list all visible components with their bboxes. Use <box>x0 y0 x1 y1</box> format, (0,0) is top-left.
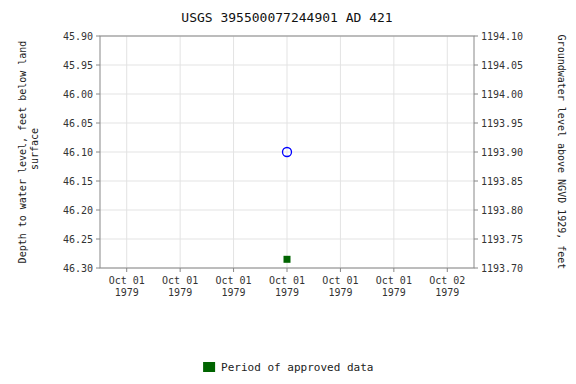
tick <box>474 65 478 66</box>
tick-label: 45.95 <box>63 60 93 71</box>
tick <box>474 94 478 95</box>
tick <box>96 36 100 37</box>
grid-line <box>233 36 234 268</box>
tick <box>96 65 100 66</box>
tick-label: Oct 011979 <box>376 275 412 298</box>
tick <box>96 181 100 182</box>
tick <box>180 268 181 272</box>
grid-line <box>287 36 288 268</box>
text-line: 1979 <box>382 287 406 298</box>
tick-label: Oct 011979 <box>162 275 198 298</box>
tick <box>474 210 478 211</box>
tick <box>287 268 288 272</box>
text-line: 1979 <box>435 287 459 298</box>
grid-line <box>447 36 448 268</box>
tick-label: 1193.70 <box>481 263 523 274</box>
text-line: 1979 <box>222 287 246 298</box>
grid-line <box>126 36 127 268</box>
tick <box>474 181 478 182</box>
y2-axis: 1193.70 1193.75 1193.80 1193.85 1193.90 1193.… <box>474 31 523 274</box>
point <box>283 148 292 157</box>
tick <box>96 123 100 124</box>
y-axis: 45.90 45.95 46.00 46.05 46.10 46.15 46.20 46.25… <box>63 31 100 274</box>
tick <box>447 268 448 272</box>
text-line: Oct 01 <box>109 275 145 286</box>
tick-label: Oct 011979 <box>269 275 305 298</box>
tick-label: Oct 021979 <box>429 275 465 298</box>
grid-line <box>340 36 341 268</box>
tick-label: 46.25 <box>63 234 93 245</box>
text-line: Oct 02 <box>429 275 465 286</box>
x-axis: Oct 011979Oct 011979Oct 011979Oct 011979… <box>109 268 466 298</box>
tick-label: 46.10 <box>63 147 93 158</box>
tick-label: Oct 011979 <box>216 275 252 298</box>
chart: 45.90 45.95 46.00 46.05 46.10 46.15 46.20 46.25… <box>0 0 576 384</box>
background <box>0 0 576 384</box>
legend-label: Period of approved data <box>221 361 373 374</box>
text-line: Oct 01 <box>216 275 252 286</box>
text-line: Oct 01 <box>162 275 198 286</box>
tick-label: 1194.05 <box>481 60 523 71</box>
grid-line <box>180 36 181 268</box>
tick-label: 1193.85 <box>481 176 523 187</box>
tick-label: Oct 011979 <box>109 275 145 298</box>
tick <box>474 152 478 153</box>
text-line: Oct 01 <box>376 275 412 286</box>
text-line: Depth to water level, feet below land <box>17 41 28 264</box>
data-marks <box>283 148 292 263</box>
tick <box>233 268 234 272</box>
tick-label: 1193.80 <box>481 205 523 216</box>
point <box>284 256 291 263</box>
axis-label: Groundwater level above NGVD 1929, feet <box>556 35 567 270</box>
tick-label: 46.15 <box>63 176 93 187</box>
tick-label: 46.20 <box>63 205 93 216</box>
legend-swatch <box>203 362 215 372</box>
tick-label: 46.00 <box>63 89 93 100</box>
tick <box>96 152 100 153</box>
text-line: 1979 <box>328 287 352 298</box>
text-line: Oct 01 <box>322 275 358 286</box>
legend: Period of approved data <box>203 361 373 374</box>
text-line: Oct 01 <box>269 275 305 286</box>
tick <box>96 210 100 211</box>
tick <box>393 268 394 272</box>
tick <box>474 36 478 37</box>
tick <box>474 239 478 240</box>
tick <box>126 268 127 272</box>
tick-label: 46.30 <box>63 263 93 274</box>
tick <box>474 268 478 269</box>
plot-frame <box>100 36 474 268</box>
tick <box>96 94 100 95</box>
tick-label: 1193.95 <box>481 118 523 129</box>
text-line: 1979 <box>115 287 139 298</box>
axis-label: Depth to water level, feet below land su… <box>17 41 40 264</box>
tick-label: 45.90 <box>63 31 93 42</box>
tick <box>96 268 100 269</box>
tick-label: 1193.75 <box>481 234 523 245</box>
tick <box>340 268 341 272</box>
tick <box>96 239 100 240</box>
tick-label: 46.05 <box>63 118 93 129</box>
text-line: surface <box>29 128 40 176</box>
text-line: 1979 <box>168 287 192 298</box>
grid <box>100 36 474 268</box>
title: USGS 395500077244901 AD 421 <box>181 10 392 25</box>
tick <box>474 123 478 124</box>
tick-label: 1194.10 <box>481 31 523 42</box>
tick-label: 1193.90 <box>481 147 523 158</box>
grid-line <box>393 36 394 268</box>
tick-label: Oct 011979 <box>322 275 358 298</box>
text-line: 1979 <box>275 287 299 298</box>
tick-label: 1194.00 <box>481 89 523 100</box>
